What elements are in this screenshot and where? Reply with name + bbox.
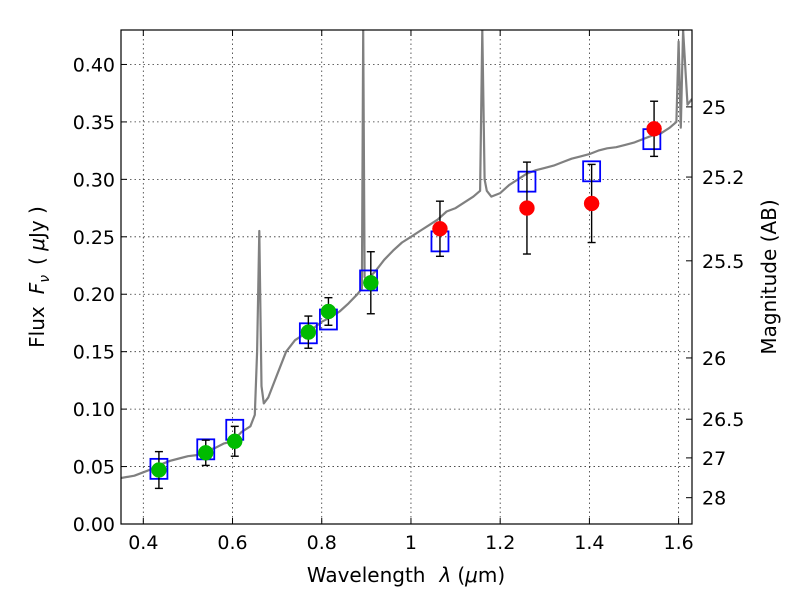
optical-data-point: [151, 462, 167, 478]
y-axis-unit-open: (: [25, 251, 49, 265]
nir-data-point: [432, 220, 448, 237]
y-tick-label: 0.40: [73, 54, 115, 76]
y2-tick-label: 28: [702, 488, 726, 510]
x-axis-unit-mu: μ: [464, 563, 478, 587]
y2-tick-label: 25.2: [702, 167, 744, 189]
optical-data-point: [363, 274, 379, 291]
x-tick-label: 1: [405, 532, 417, 554]
y2-tick-label: 26: [702, 348, 726, 370]
optical-data-point: [198, 445, 214, 461]
optical-data-point: [320, 303, 337, 320]
model-spectrum-line: [121, 30, 692, 480]
optical-data-point: [227, 433, 243, 450]
y2-tick-label: 26.5: [702, 409, 744, 431]
x-axis-label: Wavelength λ (μm): [307, 563, 505, 587]
y-tick-label: 0.30: [73, 169, 115, 191]
y-axis-label-text: Flux: [25, 306, 49, 348]
x-tick-label: 1.2: [485, 532, 515, 554]
y-axis-unit-rest: Jy ): [25, 206, 49, 240]
x-tick-label: 0.6: [217, 532, 247, 554]
nir-data-point: [646, 121, 662, 137]
y-tick-label: 0.25: [73, 227, 115, 249]
y-tick-label: 0.20: [73, 284, 115, 306]
y-axis-unit-mu: μ: [25, 238, 49, 252]
y2-tick-label: 25.5: [702, 251, 744, 273]
y-tick-label: 0.15: [73, 342, 115, 364]
y-tick-label: 0.10: [73, 399, 115, 421]
y-tick-label: 0.05: [73, 457, 115, 479]
x-axis-unit-rest: m): [478, 563, 505, 587]
plot-frame: [120, 29, 693, 525]
y-tick-label: 0.35: [73, 112, 115, 134]
x-axis-label-text: Wavelength: [307, 563, 426, 587]
y-axis-label: Flux Fν ( μJy ): [25, 206, 53, 348]
y2-tick-label: 27: [702, 448, 726, 470]
x-axis-symbol: λ: [438, 563, 451, 587]
x-axis-unit-open: (: [457, 563, 465, 587]
x-tick-label: 0.4: [128, 532, 158, 554]
y2-tick-label: 25: [702, 97, 726, 119]
y-axis-symbol: F: [25, 282, 49, 294]
axis-ticks: 0.4 0.6 0.8 1 1.2 1.4 1.6 0.00 0.05 0.10 0.15 0.20 0…: [73, 30, 744, 554]
x-tick-label: 1.6: [664, 532, 694, 554]
y2-axis-label: Magnitude (AB): [757, 199, 781, 354]
nir-data-point: [519, 200, 535, 216]
x-tick-label: 0.8: [307, 532, 337, 554]
data-marks: [149, 100, 662, 490]
y-tick-label: 0.00: [73, 514, 115, 536]
y-axis-symbol-sub: ν: [37, 275, 53, 283]
nir-data-point: [583, 195, 600, 212]
x-tick-label: 1.4: [574, 532, 604, 554]
optical-data-point: [300, 324, 317, 340]
